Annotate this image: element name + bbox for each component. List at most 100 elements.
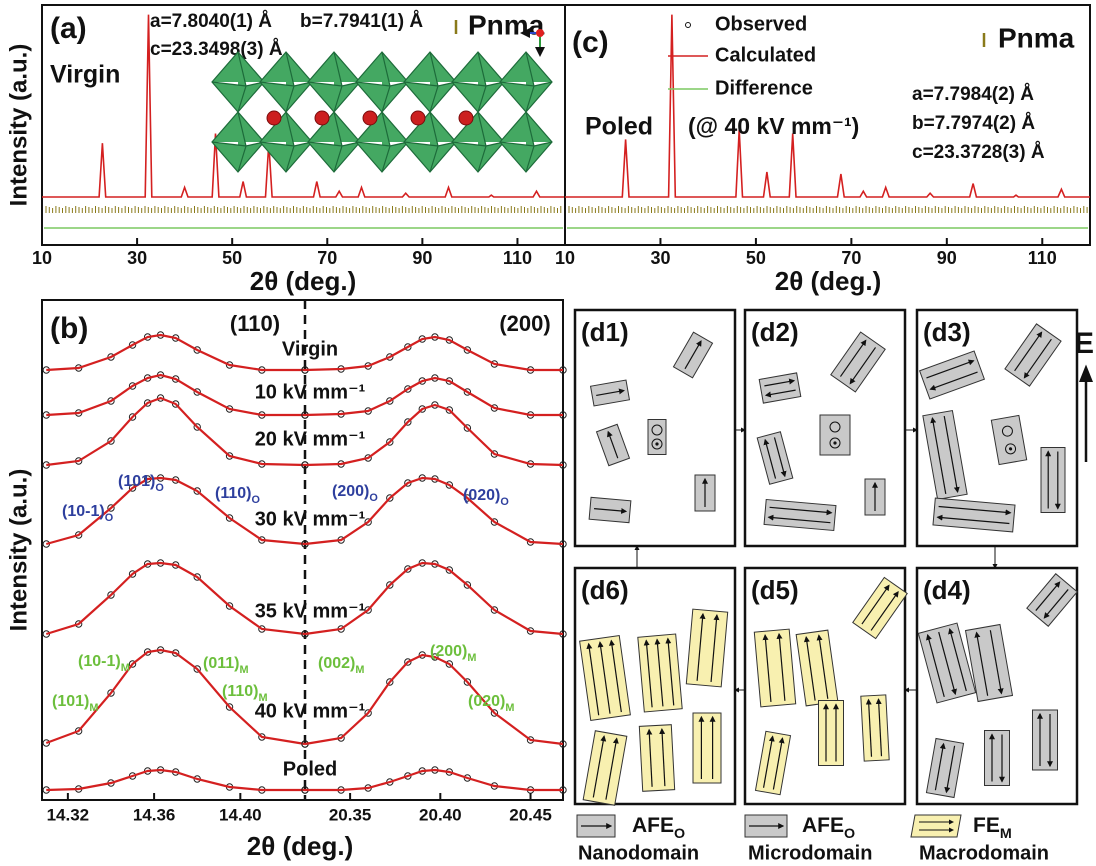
- lattice-parameter: b=7.7974(2) Å: [912, 113, 1035, 134]
- peak-label-main: (002): [318, 655, 355, 672]
- x-tick-label: 50: [746, 248, 766, 268]
- state-label: (d5): [751, 575, 799, 605]
- x-tick-label: 10: [32, 248, 52, 268]
- legend-label: Pnma: [468, 9, 545, 40]
- peak-label-sub: O: [251, 494, 259, 506]
- peak-label-main: (10-1): [62, 503, 105, 520]
- panel-label: (a): [50, 12, 87, 45]
- state-label: (d2): [751, 317, 799, 347]
- fit-line: [46, 563, 305, 634]
- peak-label: (002)M: [318, 655, 364, 676]
- legend-caption: Nanodomain: [578, 842, 699, 864]
- field-label: 35 kV mm⁻¹: [255, 600, 366, 622]
- lattice-parameter: b=7.7941(1) Å: [300, 11, 423, 32]
- peak-label: (10-1)M: [78, 653, 130, 674]
- peak-label-sub: M: [121, 662, 130, 674]
- x-tick-label: 50: [222, 248, 242, 268]
- field-label: E: [1074, 327, 1094, 360]
- reflection-label: (200): [499, 311, 550, 336]
- domain-group: [686, 609, 727, 687]
- legend-symbol: [686, 23, 691, 28]
- legend-label: FEM: [973, 814, 1012, 842]
- plot-frame: [42, 300, 563, 800]
- polar-dot: [655, 442, 658, 445]
- peak-label: (200)O: [332, 483, 378, 504]
- y-axis-label: Intensity (a.u.): [5, 469, 32, 632]
- legend-label-main: FE: [973, 814, 1000, 837]
- domain: [820, 415, 850, 455]
- x-axis-label: 2θ (deg.): [775, 266, 882, 296]
- peak-label: (020)O: [463, 487, 509, 508]
- fit-line: [305, 563, 563, 634]
- x-tick-label: 110: [1028, 248, 1057, 268]
- a-site-ion: [267, 111, 281, 125]
- peak-label: (200)M: [430, 643, 476, 664]
- state-label: (d1): [581, 317, 629, 347]
- legend-symbol: [745, 815, 787, 837]
- peak-label-main: (200): [332, 483, 369, 500]
- domain-group: [589, 497, 631, 522]
- field-label: Virgin: [282, 338, 338, 360]
- domain-group: [695, 475, 715, 511]
- polar-dot: [833, 441, 836, 444]
- x-tick-label: 30: [650, 248, 670, 268]
- a-site-ion: [315, 111, 329, 125]
- domain: [754, 629, 795, 707]
- domain-group: [985, 731, 1010, 786]
- a-site-ion: [459, 111, 473, 125]
- panel-title: Virgin: [50, 61, 120, 89]
- peak-label-sub: O: [105, 512, 113, 524]
- legend-label-main: AFE: [632, 814, 674, 837]
- legend-label: Pnma: [998, 22, 1075, 53]
- octahedron: [212, 112, 264, 172]
- peak-label-sub: M: [467, 652, 476, 664]
- lattice-parameter: a=7.7984(2) Å: [912, 84, 1034, 105]
- peak-label-main: (200): [430, 643, 467, 660]
- octahedron: [212, 52, 264, 112]
- x-tick-label: 70: [317, 248, 337, 268]
- legend-caption: Macrodomain: [919, 842, 1049, 864]
- pattern-line: [42, 15, 565, 197]
- x-tick-label: 110: [503, 248, 532, 268]
- field-label: 40 kV mm⁻¹: [255, 700, 366, 722]
- x-axis-label: 2θ (deg.): [250, 266, 357, 296]
- x-tick-label: 14.40: [219, 805, 262, 824]
- field-label: 10 kV mm⁻¹: [255, 381, 366, 403]
- peak-label-main: (110): [215, 485, 251, 502]
- x-tick-label: 70: [841, 248, 861, 268]
- domain: [819, 701, 844, 766]
- domain-group: [1033, 710, 1058, 770]
- legend-label-main: AFE: [802, 814, 844, 837]
- field-label: 20 kV mm⁻¹: [255, 428, 366, 450]
- legend-symbol: [911, 815, 961, 837]
- domain-group: [861, 695, 889, 761]
- x-tick-label: 90: [937, 248, 957, 268]
- domain-group: [648, 420, 666, 455]
- domain-group: [639, 725, 674, 792]
- state-label: (d3): [923, 317, 971, 347]
- reflection-label: (110): [230, 311, 280, 336]
- x-tick-label: 20.45: [509, 805, 552, 824]
- octahedron: [356, 52, 408, 112]
- domain: [861, 695, 889, 761]
- peak-label-sub: O: [155, 482, 163, 494]
- domain: [911, 815, 961, 837]
- peak-label-sub: M: [355, 664, 364, 676]
- panel-label: (b): [50, 312, 88, 345]
- x-tick-label: 14.32: [47, 805, 90, 824]
- peak-label-main: (020): [468, 693, 505, 710]
- x-tick-label: 20.40: [419, 805, 462, 824]
- lattice-parameter: a=7.8040(1) Å: [150, 11, 272, 32]
- domain: [693, 713, 721, 783]
- lattice-parameter: c=23.3498(3) Å: [150, 39, 283, 60]
- octahedron: [308, 52, 360, 112]
- peak-label-main: (011): [203, 655, 239, 672]
- legend-label: Calculated: [715, 44, 816, 66]
- peak-label-sub: M: [239, 664, 248, 676]
- legend-label-sub: O: [844, 826, 855, 842]
- state-label: (d6): [581, 575, 629, 605]
- fit-line: [305, 337, 563, 370]
- peak-label-sub: M: [89, 702, 98, 714]
- peak-label: (110)M: [222, 683, 268, 704]
- state-label: (d4): [923, 575, 971, 605]
